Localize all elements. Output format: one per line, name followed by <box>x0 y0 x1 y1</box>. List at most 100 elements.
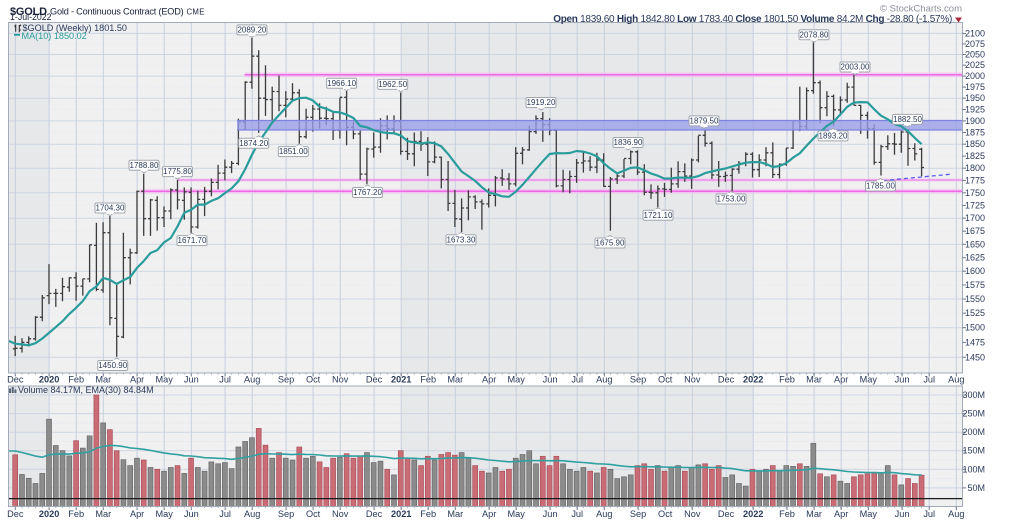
svg-text:1851.00: 1851.00 <box>279 147 308 156</box>
svg-text:Apr: Apr <box>834 509 848 519</box>
svg-text:Feb: Feb <box>68 375 84 385</box>
svg-text:Mar: Mar <box>806 375 822 385</box>
svg-text:Volume 84.17M, EMA(30) 84.84M: Volume 84.17M, EMA(30) 84.84M <box>18 385 154 395</box>
svg-text:Dec: Dec <box>7 375 24 385</box>
svg-text:1673.30: 1673.30 <box>447 235 476 244</box>
svg-text:200M: 200M <box>962 427 985 437</box>
svg-text:2022: 2022 <box>743 509 763 519</box>
svg-text:Jun: Jun <box>543 509 558 519</box>
svg-text:2075: 2075 <box>965 39 985 49</box>
svg-text:Feb: Feb <box>68 509 84 519</box>
svg-text:Sep: Sep <box>278 375 294 385</box>
svg-text:Apr: Apr <box>834 375 848 385</box>
svg-text:1836.90: 1836.90 <box>614 138 643 147</box>
svg-text:2021: 2021 <box>391 375 411 385</box>
svg-text:1600: 1600 <box>965 266 985 276</box>
svg-text:1671.70: 1671.70 <box>178 236 207 245</box>
svg-text:May: May <box>156 509 174 519</box>
svg-text:Feb: Feb <box>779 509 795 519</box>
svg-text:1850: 1850 <box>965 139 985 149</box>
svg-text:Oct: Oct <box>306 375 321 385</box>
svg-text:1962.50: 1962.50 <box>378 80 407 89</box>
svg-text:1966.10: 1966.10 <box>327 79 356 88</box>
svg-text:1625: 1625 <box>965 253 985 263</box>
svg-text:Aug: Aug <box>596 375 612 385</box>
svg-text:Sep: Sep <box>278 509 294 519</box>
svg-text:1900: 1900 <box>965 116 985 126</box>
svg-text:$GOLD (Weekly) 1801.50: $GOLD (Weekly) 1801.50 <box>23 23 127 33</box>
svg-text:1575: 1575 <box>965 280 985 290</box>
svg-text:1704.30: 1704.30 <box>96 204 125 213</box>
svg-text:1550: 1550 <box>965 294 985 304</box>
svg-text:Feb: Feb <box>420 509 436 519</box>
svg-text:May: May <box>508 375 526 385</box>
svg-text:Open 1839.60 High 1842.80 Low: Open 1839.60 High 1842.80 Low 1783.40 Cl… <box>553 14 952 25</box>
svg-text:150M: 150M <box>962 446 985 456</box>
svg-text:$GOLD: $GOLD <box>10 6 47 18</box>
svg-text:100M: 100M <box>962 464 985 474</box>
svg-text:1675: 1675 <box>965 226 985 236</box>
svg-text:Nov: Nov <box>684 509 701 519</box>
svg-text:Jul: Jul <box>219 375 231 385</box>
svg-text:Jun: Jun <box>895 509 910 519</box>
svg-text:Aug: Aug <box>948 509 964 519</box>
svg-text:1925: 1925 <box>965 105 985 115</box>
svg-text:Dec: Dec <box>7 509 24 519</box>
svg-text:1450.90: 1450.90 <box>98 361 127 370</box>
svg-text:2020: 2020 <box>39 509 59 519</box>
svg-text:May: May <box>156 375 174 385</box>
svg-text:Aug: Aug <box>596 509 612 519</box>
svg-text:1775: 1775 <box>965 175 985 185</box>
svg-text:1475: 1475 <box>965 337 985 347</box>
svg-text:1950: 1950 <box>965 93 985 103</box>
svg-text:Jul: Jul <box>571 509 583 519</box>
svg-text:Jun: Jun <box>184 509 199 519</box>
svg-text:2089.20: 2089.20 <box>237 26 266 35</box>
svg-text:2020: 2020 <box>39 375 59 385</box>
svg-text:2100: 2100 <box>965 28 985 38</box>
svg-text:Jul: Jul <box>923 375 935 385</box>
svg-text:Nov: Nov <box>332 375 349 385</box>
svg-text:1874.20: 1874.20 <box>239 139 268 148</box>
svg-text:Dec: Dec <box>718 509 735 519</box>
svg-text:Aug: Aug <box>244 375 260 385</box>
svg-text:1882.50: 1882.50 <box>893 115 922 124</box>
svg-text:1721.10: 1721.10 <box>644 211 673 220</box>
svg-text:Feb: Feb <box>420 375 436 385</box>
svg-text:Oct: Oct <box>658 509 673 519</box>
svg-text:Dec: Dec <box>366 509 383 519</box>
svg-text:Mar: Mar <box>95 509 111 519</box>
svg-text:1919.20: 1919.20 <box>527 98 556 107</box>
svg-text:300M: 300M <box>962 390 985 400</box>
svg-text:2022: 2022 <box>743 375 763 385</box>
svg-text:2050: 2050 <box>965 50 985 60</box>
svg-text:1-Jul-2022: 1-Jul-2022 <box>10 12 52 22</box>
svg-text:Sep: Sep <box>630 375 646 385</box>
svg-text:2025: 2025 <box>965 60 985 70</box>
svg-text:Apr: Apr <box>482 509 496 519</box>
svg-text:Oct: Oct <box>306 509 321 519</box>
svg-text:Aug: Aug <box>948 375 964 385</box>
svg-text:Nov: Nov <box>684 375 701 385</box>
svg-text:Jul: Jul <box>219 509 231 519</box>
svg-text:Jul: Jul <box>923 509 935 519</box>
svg-text:1879.50: 1879.50 <box>690 117 719 126</box>
svg-text:1800: 1800 <box>965 163 985 173</box>
svg-text:Mar: Mar <box>447 509 463 519</box>
svg-text:Nov: Nov <box>332 509 349 519</box>
svg-text:1785.00: 1785.00 <box>866 182 895 191</box>
svg-text:Apr: Apr <box>130 375 144 385</box>
svg-text:1750: 1750 <box>965 188 985 198</box>
svg-text:2000: 2000 <box>965 71 985 81</box>
svg-text:2003.00: 2003.00 <box>841 63 870 72</box>
svg-text:1525: 1525 <box>965 308 985 318</box>
svg-text:1788.80: 1788.80 <box>130 161 159 170</box>
svg-text:50M: 50M <box>967 483 985 493</box>
svg-text:1875: 1875 <box>965 128 985 138</box>
svg-text:May: May <box>860 509 878 519</box>
svg-text:1650: 1650 <box>965 239 985 249</box>
svg-text:1975: 1975 <box>965 82 985 92</box>
svg-text:1500: 1500 <box>965 323 985 333</box>
svg-text:Oct: Oct <box>658 375 673 385</box>
svg-text:© StockCharts.com: © StockCharts.com <box>880 4 962 15</box>
